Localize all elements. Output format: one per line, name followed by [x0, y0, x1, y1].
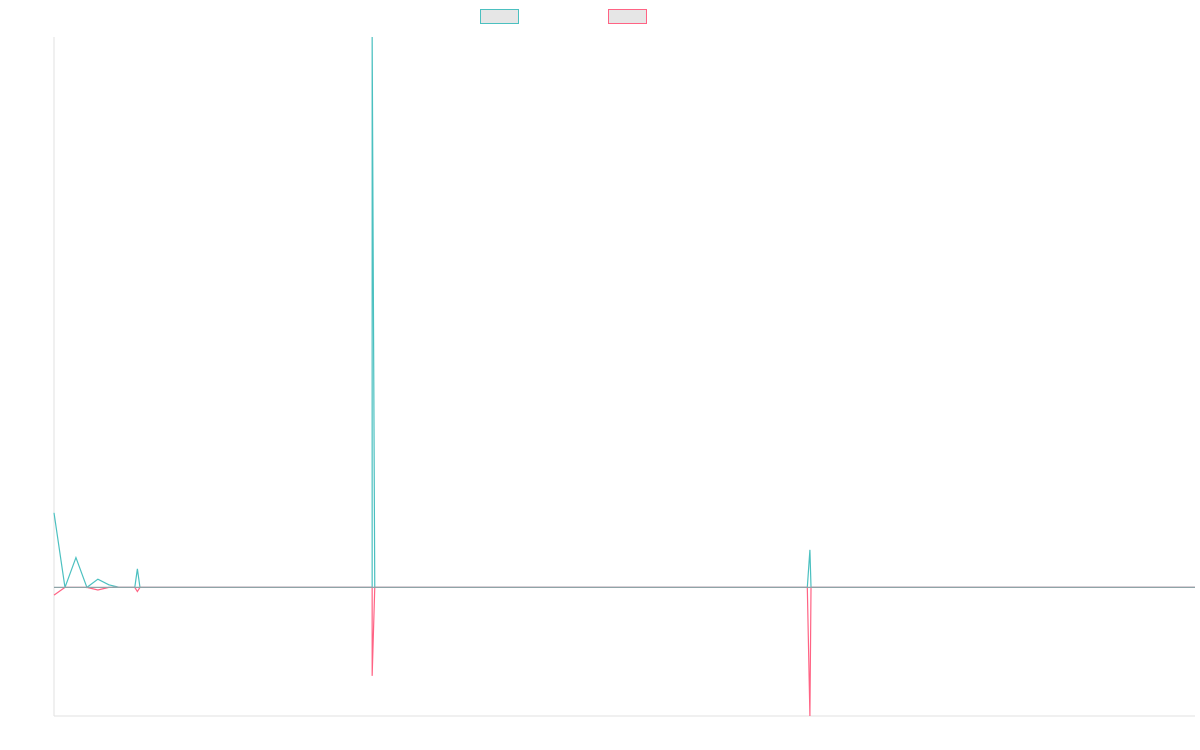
data-point-series-2-spike-2 — [371, 675, 373, 677]
legend-item-series-2[interactable] — [608, 9, 653, 24]
data-point-series-1-spike-3 — [809, 549, 811, 551]
legend — [480, 9, 653, 24]
data-point-series-1-spike-1 — [137, 568, 139, 570]
legend-swatch-series-1 — [480, 9, 519, 24]
data-point-series-1-spike-2 — [371, 36, 373, 38]
legend-item-series-1[interactable] — [480, 9, 525, 24]
legend-swatch-series-2 — [608, 9, 647, 24]
series-line-1 — [53, 36, 1195, 589]
data-point-series-2-spike-3 — [809, 715, 811, 717]
data-point-series-2-spike-1 — [137, 591, 139, 593]
series-line-2 — [53, 586, 1195, 717]
